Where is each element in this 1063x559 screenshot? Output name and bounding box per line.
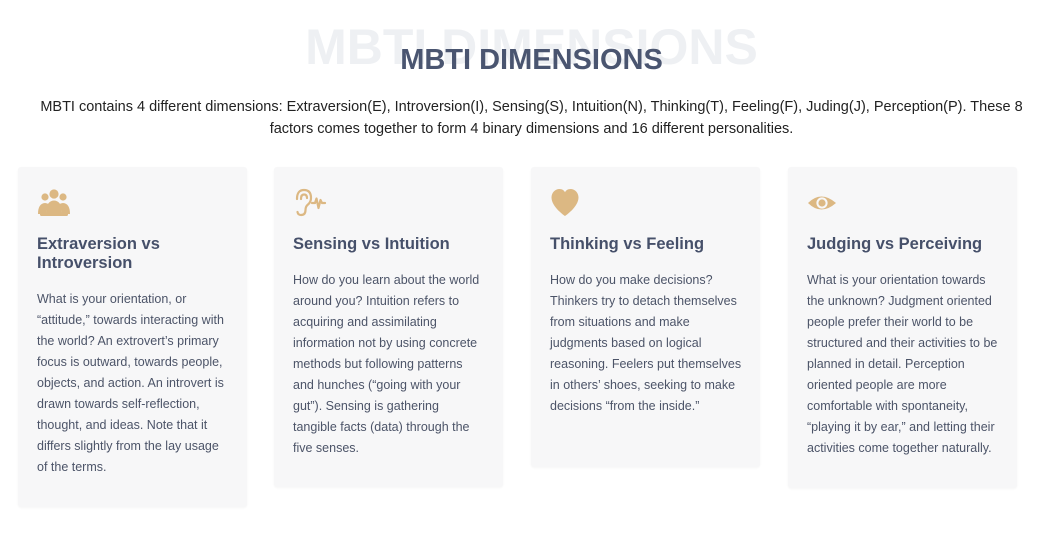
card-body: What is your orientation, or “attitude,”…	[37, 292, 224, 474]
dimension-card-sensing-intuition: Sensing vs Intuition How do you learn ab…	[274, 167, 503, 487]
card-body: How do you learn about the world around …	[293, 273, 480, 455]
card-title: Judging vs Perceiving	[807, 235, 983, 253]
card-body: What is your orientation towards the unk…	[807, 273, 998, 455]
heart-icon	[550, 187, 584, 219]
eye-icon	[807, 187, 841, 219]
section-intro: MBTI contains 4 different dimensions: Ex…	[40, 99, 1023, 137]
section-title-watermark: MBTI DIMENSIONS	[305, 19, 758, 75]
card-title: Sensing vs Intuition	[293, 235, 450, 253]
section-title: MBTI DIMENSIONS	[400, 44, 663, 76]
ear-sound-icon	[293, 187, 327, 219]
section-header: MBTI DIMENSIONS MBTI DIMENSIONS	[0, 14, 1063, 84]
dimension-card-judging-perceiving: Judging vs Perceiving What is your orien…	[788, 167, 1017, 488]
card-title: Extraversion vs Introversion	[37, 235, 160, 272]
users-group-icon	[37, 187, 71, 219]
card-title: Thinking vs Feeling	[550, 235, 705, 253]
dimension-card-thinking-feeling: Thinking vs Feeling How do you make deci…	[531, 167, 760, 467]
card-body: How do you make decisions? Thinkers try …	[550, 273, 742, 413]
dimension-card-extraversion-introversion: Extraversion vs Introversion What is you…	[18, 167, 247, 507]
